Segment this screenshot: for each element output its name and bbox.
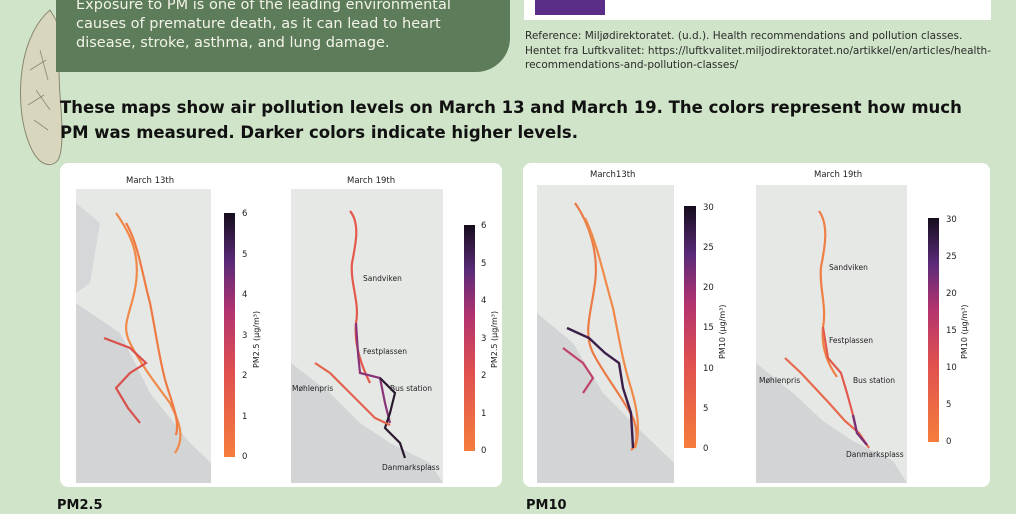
tick: 5 <box>481 259 486 269</box>
pm10-caption: PM10 <box>526 498 567 513</box>
tick: 1 <box>242 412 247 422</box>
tick: 6 <box>481 221 486 231</box>
tick: 20 <box>946 289 957 299</box>
pm10-right-title: March 19th <box>814 170 862 180</box>
intro-bubble-text: Exposure to PM is one of the leading env… <box>76 0 451 51</box>
pm10-left-title: March13th <box>590 170 635 180</box>
tick: 5 <box>242 250 247 260</box>
pm25-right-colorbar: 6 5 4 3 2 1 0 PM2.5 (µg/m³) <box>464 221 499 456</box>
place-sandviken: Sandviken <box>829 263 868 272</box>
pm10-right-colorbar-label: PM10 (µg/m³) <box>960 304 969 359</box>
place-mohlenpris: Møhlenpris <box>292 384 333 393</box>
place-mohlenpris: Møhlenpris <box>759 376 800 385</box>
pm10-map-march19: March 19th Sandviken Festplassen Møhlenp… <box>756 170 907 483</box>
tick: 0 <box>946 437 951 447</box>
pm25-left-colorbar: 6 5 4 3 2 1 0 PM2.5 (µg/m³) <box>224 209 261 462</box>
pm10-left-colorbar: 30 25 20 15 10 5 0 PM10 (µg/m³) <box>684 203 727 454</box>
tick: 0 <box>703 444 708 454</box>
tick: 15 <box>703 323 714 333</box>
pm25-left-colorbar-label: PM2.5 (µg/m³) <box>252 311 261 368</box>
tick: 2 <box>481 371 486 381</box>
tick: 25 <box>703 243 714 253</box>
pm10-map-march13: March13th <box>537 170 674 483</box>
tick: 0 <box>481 446 486 456</box>
tick: 5 <box>703 404 708 414</box>
pm25-right-title: March 19th <box>347 176 395 186</box>
reference-text: Reference: Miljødirektoratet. (u.d.). He… <box>525 30 992 71</box>
tick: 25 <box>946 252 957 262</box>
place-danmarksplass: Danmarksplass <box>382 463 440 472</box>
pm10-maps: March13th 30 25 20 15 10 5 0 PM10 (µg/m³… <box>537 170 969 483</box>
place-festplassen: Festplassen <box>363 347 407 356</box>
pm25-caption: PM2.5 <box>57 498 103 513</box>
tick: 10 <box>946 363 957 373</box>
tick: 30 <box>703 203 714 213</box>
intro-bubble <box>56 0 510 72</box>
place-danmarksplass: Danmarksplass <box>846 450 904 459</box>
place-sandviken: Sandviken <box>363 274 402 283</box>
tick: 6 <box>242 209 247 219</box>
tick: 5 <box>946 400 951 410</box>
pm10-right-colorbar: 30 25 20 15 10 5 0 PM10 (µg/m³) <box>928 215 969 447</box>
legend-swatch <box>535 0 605 15</box>
tick: 2 <box>242 371 247 381</box>
place-festplassen: Festplassen <box>829 336 873 345</box>
pm25-right-colorbar-label: PM2.5 (µg/m³) <box>490 311 499 368</box>
tick: 4 <box>481 296 486 306</box>
pm25-map-march13: March 13th <box>76 176 211 483</box>
tick: 20 <box>703 283 714 293</box>
tick: 30 <box>946 215 957 225</box>
tick: 0 <box>242 452 247 462</box>
pm25-map-march19: March 19th Sandviken Festplassen Møhlenp… <box>291 176 443 483</box>
tick: 3 <box>242 331 247 341</box>
tick: 15 <box>946 326 957 336</box>
pm25-left-title: March 13th <box>126 176 174 186</box>
pm10-left-colorbar-label: PM10 (µg/m³) <box>718 304 727 359</box>
pm25-maps: March 13th 6 5 4 3 2 1 0 PM2.5 (µg/m³) M… <box>76 176 499 483</box>
tick: 4 <box>242 290 247 300</box>
place-bus-station: Bus station <box>390 384 432 393</box>
maps-heading: These maps show air pollution levels on … <box>60 98 962 142</box>
legend-box <box>524 0 991 20</box>
lung-illustration <box>20 9 63 166</box>
pm10-panel: March13th 30 25 20 15 10 5 0 PM10 (µg/m³… <box>523 163 990 487</box>
tick: 1 <box>481 409 486 419</box>
tick: 3 <box>481 334 486 344</box>
pm25-panel: March 13th 6 5 4 3 2 1 0 PM2.5 (µg/m³) M… <box>60 163 502 487</box>
place-bus-station: Bus station <box>853 376 895 385</box>
tick: 10 <box>703 364 714 374</box>
